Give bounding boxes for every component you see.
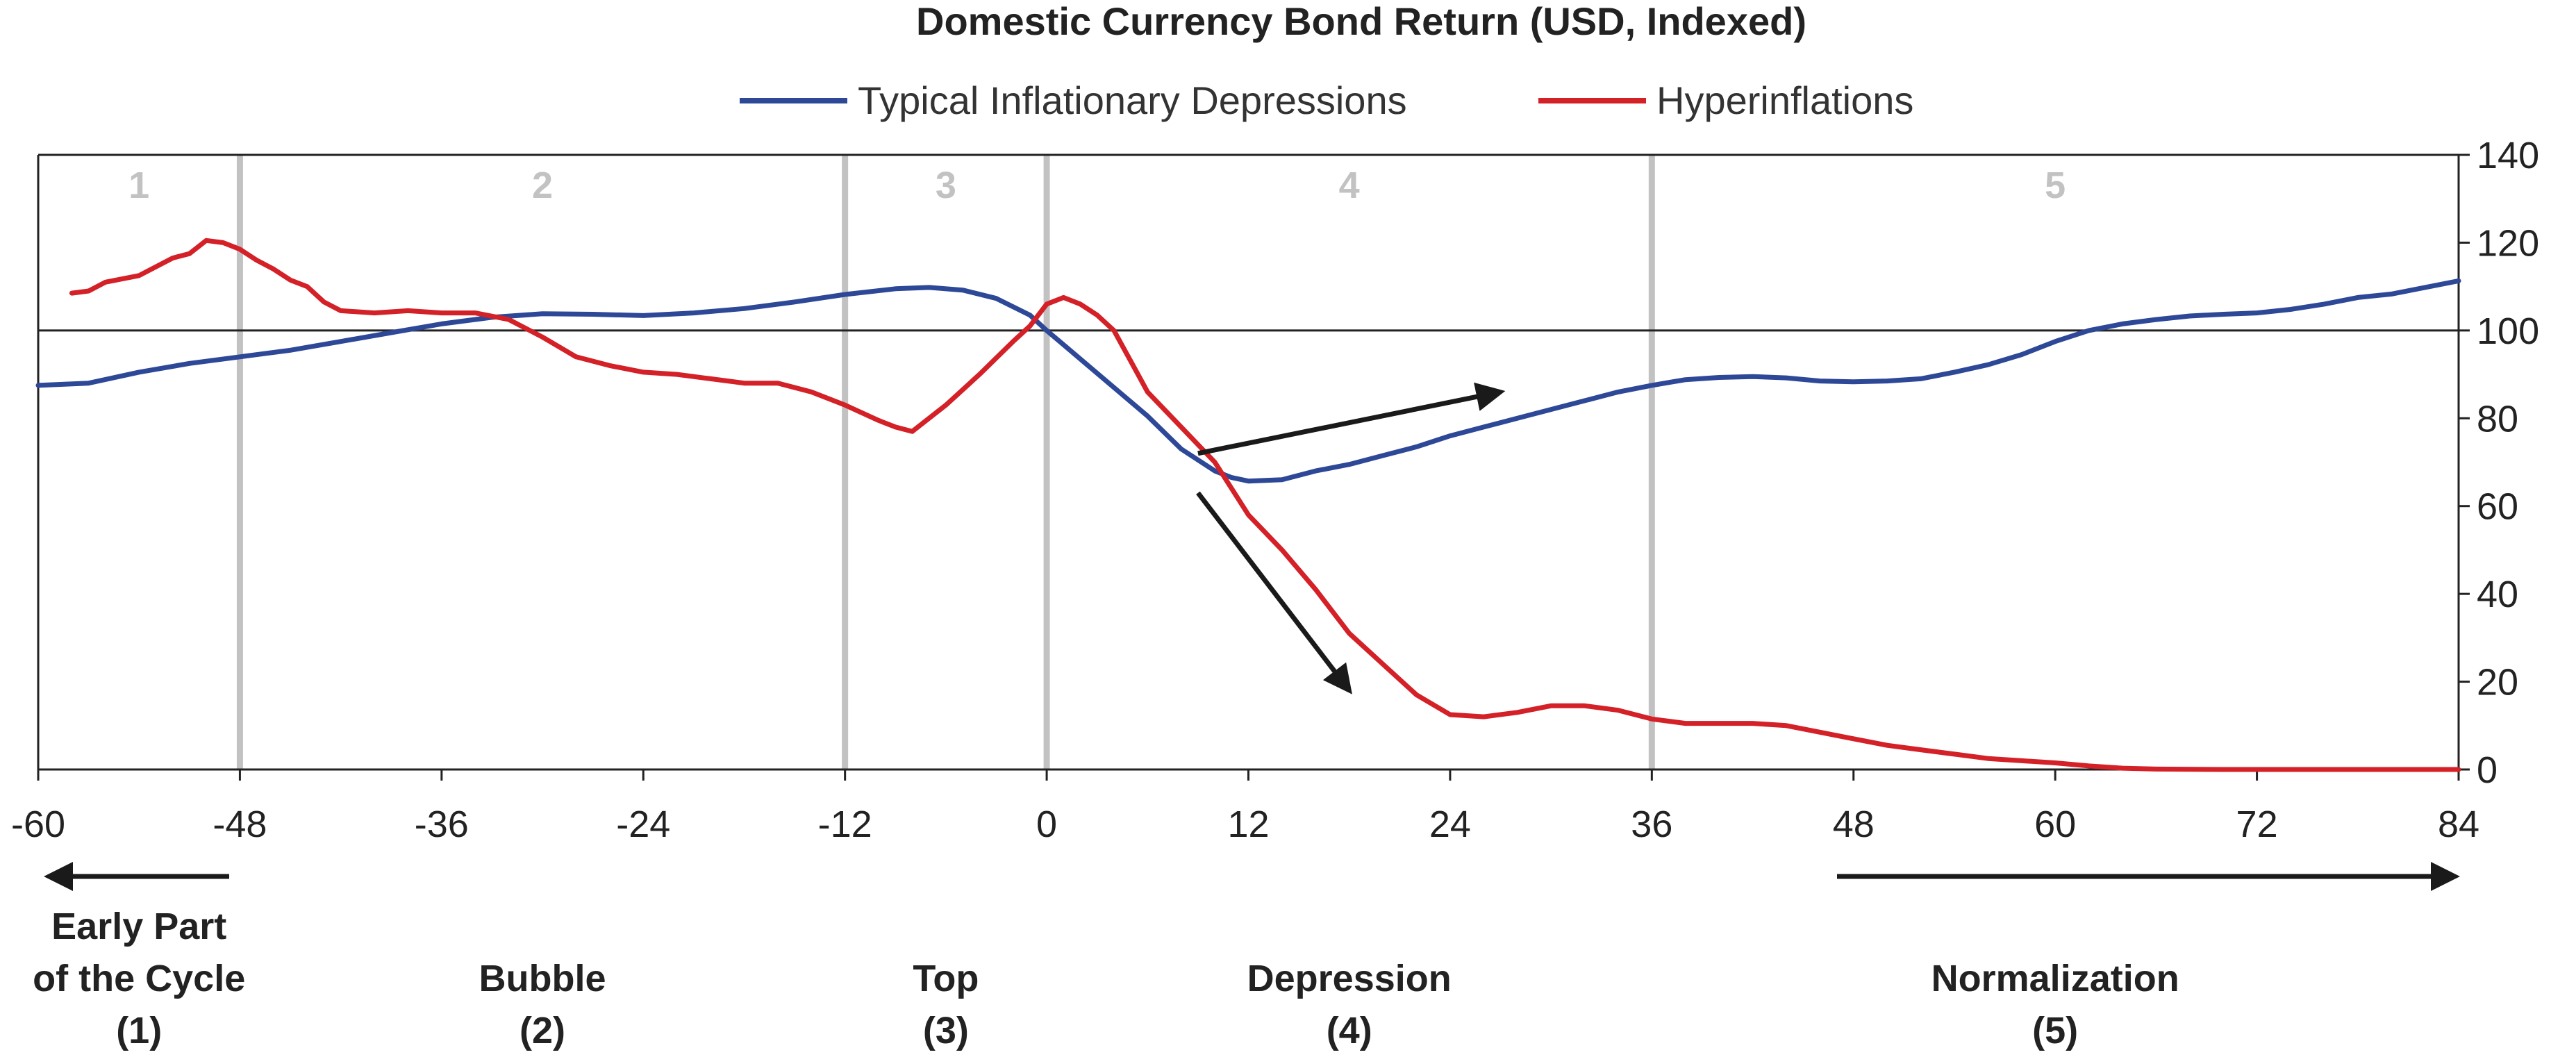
x-tick-label: -36 [415, 804, 469, 845]
x-tick-label: -48 [213, 804, 267, 845]
phase-label-1-line-3: (1) [116, 1010, 162, 1051]
y-tick-label: 140 [2477, 135, 2539, 176]
x-tick-label: -12 [818, 804, 872, 845]
annotation-arrow-2 [1196, 491, 1352, 694]
x-tick-label: -24 [616, 804, 670, 845]
x-tick-label: 0 [1036, 804, 1057, 845]
phase-label-1-line-1: Early Part [51, 906, 226, 947]
x-tick-label: 84 [2438, 804, 2479, 845]
phase-label-4-line-3: (4) [1327, 1010, 1372, 1051]
y-axis: 0 20 40 60 80 100 120 140 [2459, 135, 2539, 791]
phase-label-3-line-3: (3) [923, 1010, 969, 1051]
y-tick-label: 80 [2477, 398, 2518, 440]
series-line-typical-inflationary-depressions [35, 278, 2461, 484]
y-tick-label: 120 [2477, 222, 2539, 264]
x-tick-label: 48 [1833, 804, 1875, 845]
x-tick-label: 36 [1631, 804, 1672, 845]
legend-label-typical-inflationary-depressions: Typical Inflationary Depressions [858, 78, 1407, 122]
y-tick-label: 20 [2477, 662, 2518, 704]
phase-label-2-line-3: (2) [520, 1010, 565, 1051]
phase-label-3-line-2: Top [913, 958, 979, 999]
legend: Typical Inflationary Depressions Hyperin… [740, 78, 1913, 122]
plot-frame [37, 153, 2460, 771]
phase-label-4-line-2: Depression [1247, 958, 1452, 999]
legend-label-hyperinflations: Hyperinflations [1656, 78, 1913, 122]
phase-label-2-line-2: Bubble [479, 958, 606, 999]
y-tick-label: 40 [2477, 574, 2518, 615]
x-tick-label: 12 [1227, 804, 1269, 845]
phase-dividers [236, 155, 1655, 769]
phase-number-2: 2 [532, 165, 553, 206]
x-tick-label: 24 [1429, 804, 1471, 845]
phase-label-5-line-3: (5) [2032, 1010, 2078, 1051]
chart-title: Domestic Currency Bond Return (USD, Inde… [916, 0, 1806, 43]
series-lines [35, 238, 2461, 772]
phase-numbers: 1 2 3 4 5 [128, 165, 2066, 206]
x-tick-label: 60 [2034, 804, 2076, 845]
series-line-hyperinflations [69, 238, 2461, 772]
x-tick-label: -60 [11, 804, 65, 845]
annotation-arrow-1 [1197, 382, 1506, 456]
phase-number-1: 1 [128, 165, 149, 206]
phase-number-5: 5 [2045, 165, 2066, 206]
y-tick-label: 0 [2477, 749, 2498, 791]
phase-label-1-line-2: of the Cycle [33, 958, 245, 999]
x-tick-label: 72 [2236, 804, 2278, 845]
annotation-arrows [1196, 382, 1506, 694]
phase-labels: Early Part of the Cycle (1) Bubble (2) Top (3)… [33, 906, 2179, 1051]
phase-number-3: 3 [936, 165, 956, 206]
phase-number-4: 4 [1339, 165, 1360, 206]
x-axis: -60 -48 -36 -24 -12 0 12 24 36 48 60 72 84 [11, 769, 2479, 845]
y-tick-label: 60 [2477, 486, 2518, 528]
y-tick-label: 100 [2477, 310, 2539, 352]
phase-label-5-line-2: Normalization [1931, 958, 2179, 999]
